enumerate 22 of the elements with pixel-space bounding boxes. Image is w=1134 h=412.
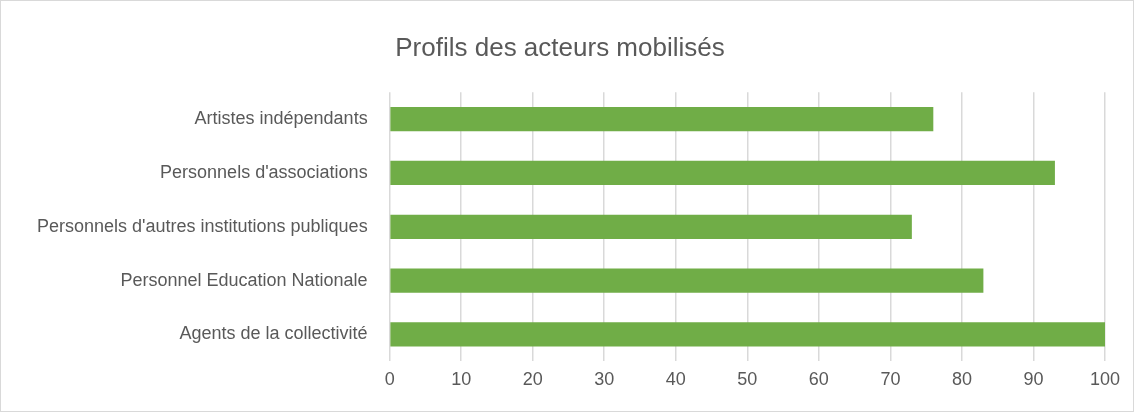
x-tick-label: 30 xyxy=(594,369,615,390)
bar xyxy=(390,160,1055,186)
y-tick-label: Personnel Education Nationale xyxy=(120,269,368,290)
bar xyxy=(390,268,984,293)
y-tick-label: Personnels d'autres institutions publiques xyxy=(37,215,368,236)
bar xyxy=(390,322,1105,347)
x-tick-label: 10 xyxy=(451,369,472,390)
x-tick-label: 90 xyxy=(1023,369,1044,390)
x-tick-label: 70 xyxy=(880,369,901,390)
x-tick-label: 50 xyxy=(737,369,758,390)
bar xyxy=(390,214,912,239)
y-tick-label: Artistes indépendants xyxy=(194,108,368,129)
x-tick-label: 20 xyxy=(522,369,543,390)
x-tick-label: 0 xyxy=(384,369,395,390)
x-tick-label: 100 xyxy=(1089,369,1121,390)
chart-title: Profils des acteurs mobilisés xyxy=(395,31,725,62)
x-tick-label: 60 xyxy=(808,369,829,390)
x-tick-label: 40 xyxy=(665,369,686,390)
bar xyxy=(390,107,934,132)
x-tick-label: 80 xyxy=(951,369,972,390)
y-tick-label: Agents de la collectivité xyxy=(179,323,368,344)
y-tick-label: Personnels d'associations xyxy=(160,161,368,182)
